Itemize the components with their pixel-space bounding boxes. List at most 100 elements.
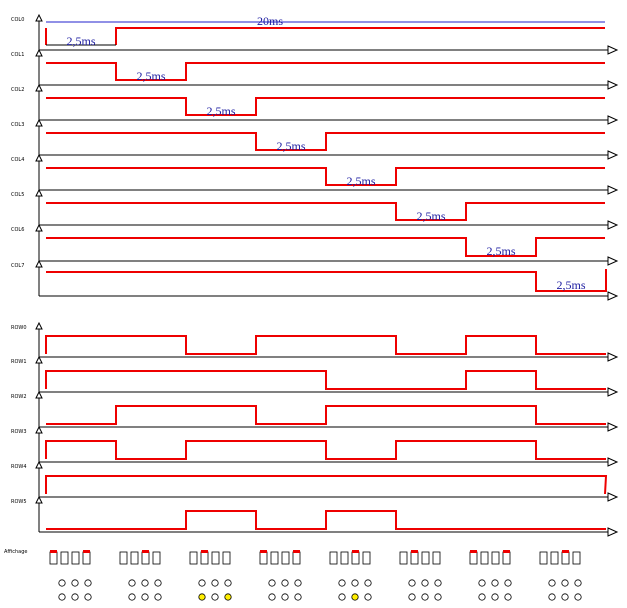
col-waveform — [46, 202, 605, 221]
led-dot — [84, 579, 92, 587]
col-label: COL0 — [11, 17, 24, 23]
segment-digit — [432, 551, 441, 565]
row-label: ROW3 — [11, 429, 27, 435]
led-dot — [491, 579, 499, 587]
segment-digit — [281, 551, 290, 565]
col-waveform — [46, 167, 605, 186]
led-dot — [491, 593, 499, 601]
row-waveform — [45, 475, 608, 495]
segment-digit — [550, 551, 559, 565]
segment-digit — [410, 551, 419, 565]
segment-digit — [222, 551, 231, 565]
segment-digit — [362, 551, 371, 565]
segment-digit — [351, 551, 360, 565]
led-dot — [504, 579, 512, 587]
col-axis — [35, 48, 619, 90]
led-dot — [224, 579, 232, 587]
col-waveform — [46, 132, 605, 151]
led-dot — [141, 579, 149, 587]
segment-digit — [399, 551, 408, 565]
col-label: COL3 — [11, 122, 24, 128]
row-label: ROW1 — [11, 359, 27, 365]
segment-digit — [189, 551, 198, 565]
col-axis — [35, 118, 619, 160]
segment-lit — [470, 550, 477, 553]
col-label: COL6 — [11, 227, 24, 233]
display-label: Affichage — [4, 549, 28, 555]
segment-digit — [561, 551, 570, 565]
led-dot — [141, 593, 149, 601]
display-step — [119, 550, 162, 601]
duration-label: 2,5ms — [136, 69, 165, 83]
display-step — [259, 550, 302, 601]
segment-digit — [292, 551, 301, 565]
led-dot — [338, 579, 346, 587]
duration-label: 2,5ms — [556, 278, 585, 292]
led-dot — [504, 593, 512, 601]
led-dot — [548, 593, 556, 601]
segment-digit — [130, 551, 139, 565]
segment-lit — [83, 550, 90, 553]
row-label: ROW4 — [11, 464, 27, 470]
led-dot — [338, 593, 346, 601]
segment-digit — [340, 551, 349, 565]
col-label: COL5 — [11, 192, 24, 198]
row-waveform — [45, 335, 606, 355]
col-axis — [35, 13, 619, 55]
segment-digit — [491, 551, 500, 565]
led-dot — [224, 593, 232, 601]
led-dot — [574, 593, 582, 601]
row-waveform — [46, 510, 606, 530]
segment-digit — [71, 551, 80, 565]
segment-digit — [60, 551, 69, 565]
led-dot — [351, 579, 359, 587]
segment-digit — [539, 551, 548, 565]
segment-lit — [411, 550, 418, 553]
led-dot — [421, 579, 429, 587]
segment-digit — [480, 551, 489, 565]
segment-digit — [259, 551, 268, 565]
segment-digit — [49, 551, 58, 565]
led-dot — [268, 593, 276, 601]
segment-lit — [562, 550, 569, 553]
row-axis — [35, 495, 619, 537]
led-dot — [421, 593, 429, 601]
row-label: ROW0 — [11, 325, 27, 331]
led-dot — [561, 593, 569, 601]
led-dot — [364, 579, 372, 587]
led-dot — [294, 593, 302, 601]
col-axis — [35, 188, 619, 230]
led-dot — [154, 579, 162, 587]
row-axis — [35, 390, 619, 432]
led-dot — [211, 593, 219, 601]
duration-label: 2,5ms — [276, 139, 305, 153]
row-axis — [35, 355, 619, 397]
segment-digit — [329, 551, 338, 565]
led-dot — [154, 593, 162, 601]
col-label: COL1 — [11, 52, 24, 58]
col-axis — [35, 259, 619, 301]
period-label: 20ms — [257, 14, 283, 28]
led-dot — [434, 593, 442, 601]
row-signals-group: ROW0 ROW1 ROW2 ROW3 ROW4 ROW5 — [11, 321, 619, 537]
column-signals-group: 20ms COL0 2,5ms COL1 2,5ms COL2 2,5ms COL3 2,5ms… — [11, 13, 619, 301]
led-dot — [198, 593, 206, 601]
col-label: COL7 — [11, 263, 24, 269]
duration-label: 2,5ms — [206, 104, 235, 118]
segment-lit — [50, 550, 57, 553]
row-axis — [35, 321, 619, 362]
led-dot — [198, 579, 206, 587]
segment-digit — [152, 551, 161, 565]
led-dot — [281, 593, 289, 601]
col-waveform — [46, 237, 605, 257]
led-dot — [281, 579, 289, 587]
row-label: ROW2 — [11, 394, 27, 400]
led-dot — [211, 579, 219, 587]
display-step — [189, 550, 232, 601]
segment-digit — [270, 551, 279, 565]
segment-digit — [82, 551, 91, 565]
col-axis — [35, 223, 619, 266]
led-dot — [548, 579, 556, 587]
segment-lit — [142, 550, 149, 553]
row-label: ROW5 — [11, 499, 27, 505]
